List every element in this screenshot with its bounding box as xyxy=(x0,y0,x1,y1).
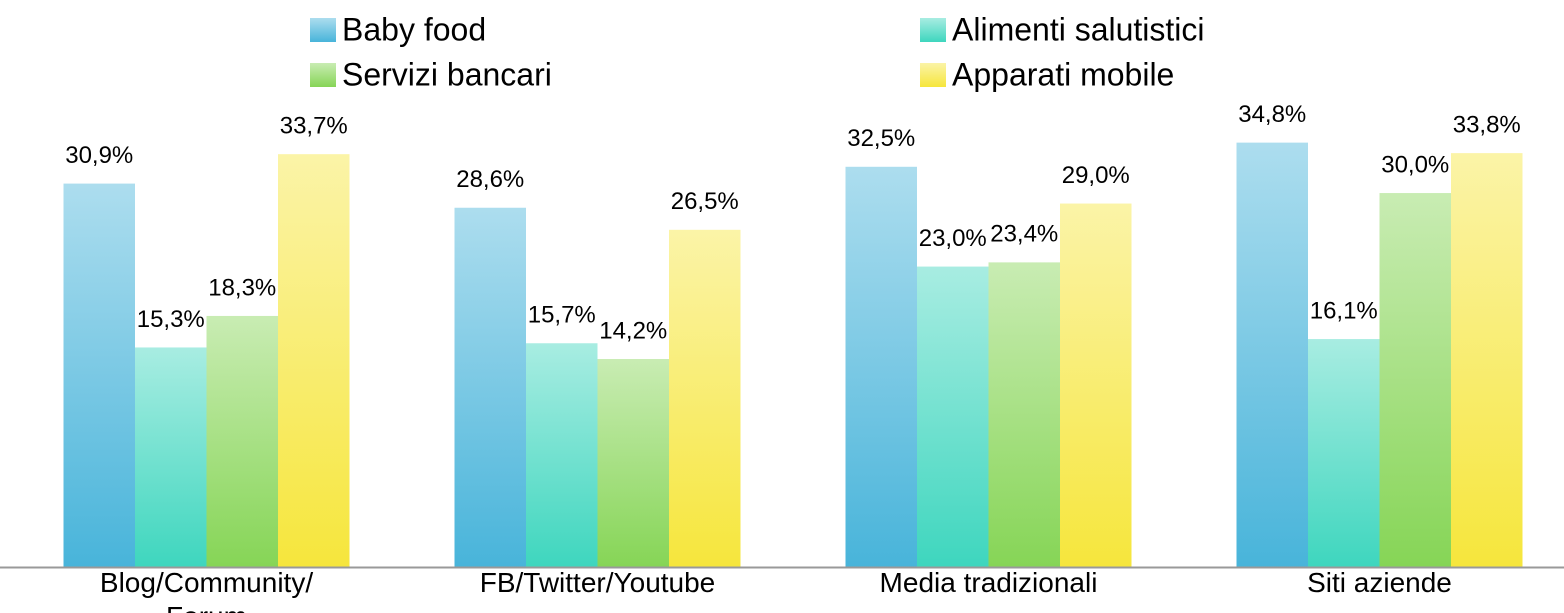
bar xyxy=(1451,153,1523,567)
data-label: 28,6% xyxy=(456,166,524,193)
data-label: 23,4% xyxy=(990,221,1058,248)
data-label: 29,0% xyxy=(1062,162,1130,189)
bar xyxy=(526,343,598,567)
bar xyxy=(669,229,741,567)
bar xyxy=(135,347,207,567)
data-label: 30,9% xyxy=(65,142,133,169)
legend-label: Alimenti salutistici xyxy=(952,11,1205,47)
bar xyxy=(278,154,350,568)
legend-swatch xyxy=(920,63,946,87)
legend-label: Apparati mobile xyxy=(952,56,1174,92)
data-label: 34,8% xyxy=(1238,101,1306,128)
x-tick-label: Blog/Community/ Forum xyxy=(99,567,314,613)
data-label: 14,2% xyxy=(599,317,667,344)
bar xyxy=(1060,203,1132,567)
bar xyxy=(454,207,526,567)
legend-swatch xyxy=(310,18,336,42)
legend-label: Servizi bancari xyxy=(342,56,552,92)
data-label: 16,1% xyxy=(1310,297,1378,324)
data-label: 33,7% xyxy=(280,113,348,140)
bar xyxy=(1308,339,1380,567)
data-label: 18,3% xyxy=(208,274,276,301)
legend-label: Baby food xyxy=(342,11,486,47)
data-label: 26,5% xyxy=(671,188,739,215)
data-label: 33,8% xyxy=(1453,111,1521,138)
data-label: 30,0% xyxy=(1381,151,1449,178)
bar xyxy=(917,266,989,567)
data-label: 15,7% xyxy=(528,302,596,329)
legend-swatch xyxy=(310,63,336,87)
data-label: 32,5% xyxy=(847,125,915,152)
bar xyxy=(845,166,917,567)
x-tick-label: Media tradizionali xyxy=(879,567,1098,598)
x-tick-label: FB/Twitter/Youtube xyxy=(479,567,716,598)
bar xyxy=(1236,142,1308,567)
bar xyxy=(206,315,278,567)
bar xyxy=(988,262,1060,567)
bar xyxy=(1379,193,1451,567)
legend-swatch xyxy=(920,18,946,42)
data-label: 23,0% xyxy=(919,225,987,252)
bar xyxy=(63,183,135,567)
data-label: 15,3% xyxy=(137,306,205,333)
bar xyxy=(597,359,669,567)
x-tick-label: Siti aziende xyxy=(1307,567,1452,598)
